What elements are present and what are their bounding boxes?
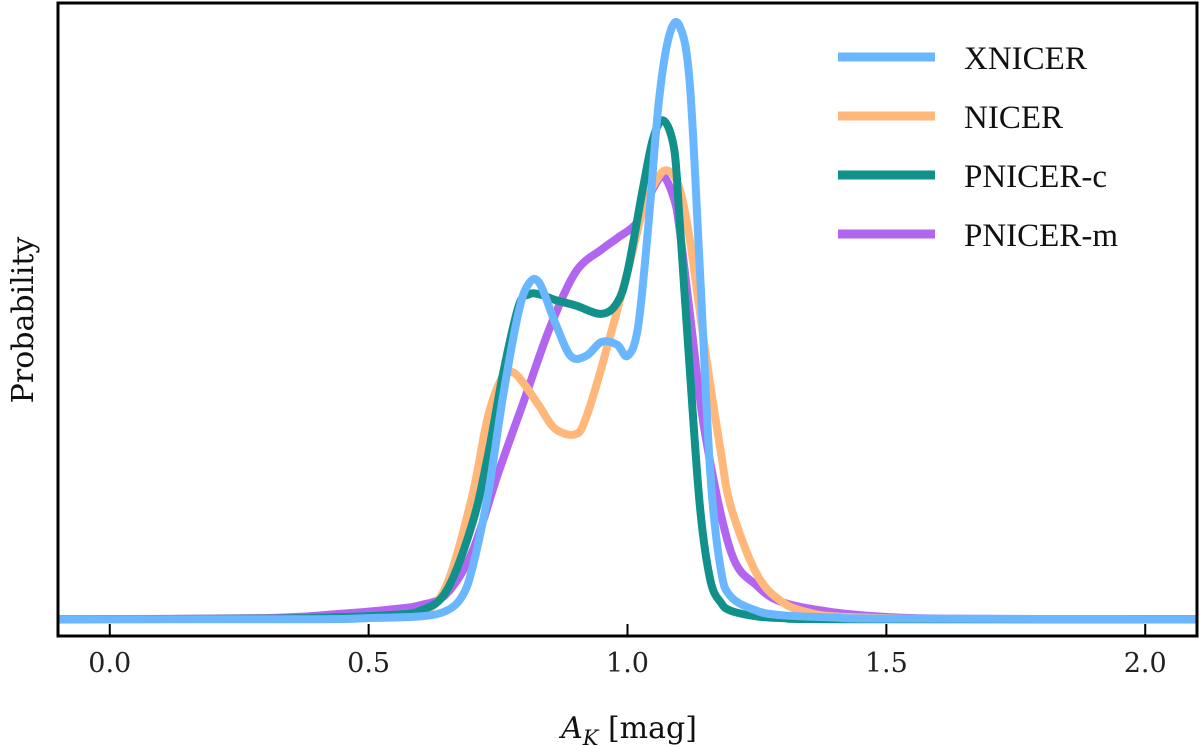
x-axis-label-subscript: K [582, 726, 600, 746]
series-line-xnicer [57, 18, 1198, 624]
legend-label-pnicer-c: PNICER-c [964, 159, 1107, 195]
x-tick-label: 1.0 [606, 648, 649, 679]
legend: XNICER NICER PNICER-c PNICER-m [838, 41, 1118, 254]
x-axis-label-unit: [mag] [598, 711, 696, 746]
plot-frame [56, 1, 1199, 638]
x-tick-label: 0.5 [347, 648, 390, 679]
x-axis-label-symbol: A [558, 711, 583, 746]
x-tick-label: 1.5 [865, 648, 908, 679]
y-axis-label: Probability [6, 237, 41, 404]
series-line-pnicer-c [57, 116, 1198, 624]
x-axis-ticks: 0.0 0.5 1.0 1.5 2.0 [88, 624, 1167, 679]
series-layer [57, 18, 1198, 624]
legend-label-xnicer: XNICER [964, 41, 1087, 77]
legend-label-nicer: NICER [964, 100, 1063, 136]
legend-label-pnicer-m: PNICER-m [964, 218, 1118, 254]
x-tick-label: 0.0 [88, 648, 131, 679]
x-axis-label: AK [mag] [558, 711, 697, 746]
x-tick-label: 2.0 [1124, 648, 1167, 679]
